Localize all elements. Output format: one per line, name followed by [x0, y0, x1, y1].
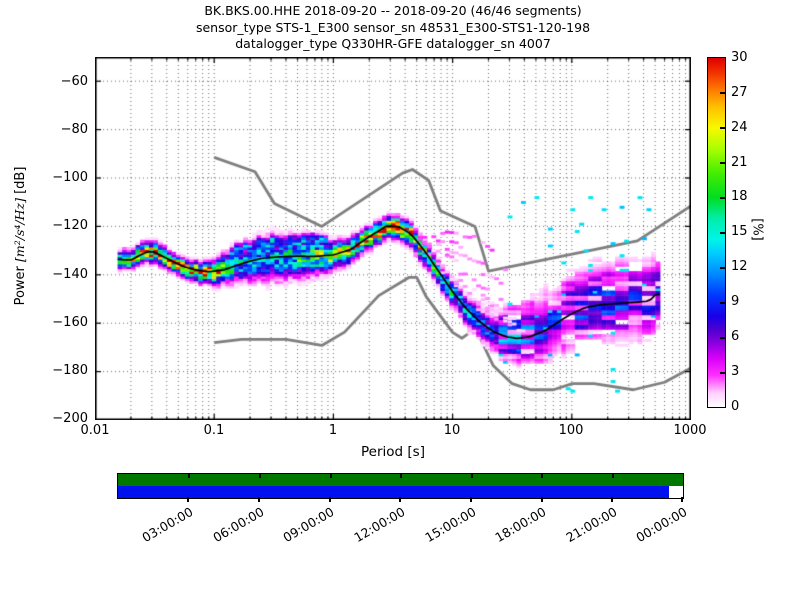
time-tick-label: 03:00:00	[139, 504, 196, 546]
plot-area	[95, 57, 691, 420]
y-tick-label: −200	[52, 411, 88, 426]
coverage-bar-tick	[400, 474, 402, 478]
colorbar-tick	[720, 337, 725, 339]
data-coverage-bar	[117, 473, 684, 499]
y-tick-label: −160	[52, 315, 88, 330]
colorbar-tick	[720, 372, 725, 374]
coverage-bar-tick	[612, 474, 614, 478]
time-axis-tick	[329, 497, 331, 502]
colorbar-tick-label: 6	[731, 329, 740, 344]
colorbar-tick	[720, 267, 725, 269]
x-tick-label: 1	[328, 423, 338, 438]
colorbar-tick	[720, 127, 725, 129]
y-axis-label-units: [m²/s⁴/Hz]	[12, 198, 27, 262]
coverage-bar-tick	[541, 474, 543, 478]
colorbar-axis-label: [%]	[749, 218, 765, 241]
colorbar-tick	[720, 232, 725, 234]
time-tick-label: 09:00:00	[280, 504, 337, 546]
time-axis-tick	[681, 497, 683, 502]
colorbar-tick-label: 9	[731, 294, 740, 309]
y-tick-label: −180	[52, 363, 88, 378]
time-tick-label: 06:00:00	[210, 504, 267, 546]
time-axis-tick	[399, 497, 401, 502]
time-tick-label: 00:00:00	[633, 504, 690, 546]
colorbar-tick-label: 3	[731, 364, 740, 379]
x-axis-label: Period [s]	[361, 444, 425, 460]
colorbar-tick-label: 24	[731, 120, 748, 135]
y-tick-label: −60	[60, 74, 88, 89]
colorbar-tick	[720, 92, 725, 94]
time-axis-tick	[611, 497, 613, 502]
colorbar-tick	[720, 162, 725, 164]
time-tick-label: 12:00:00	[351, 504, 408, 546]
y-tick-label: −140	[52, 267, 88, 282]
plot-title: BK.BKS.00.HHE 2018-09-20 -- 2018-09-20 (…	[95, 3, 691, 53]
colorbar-tick-label: 21	[731, 155, 748, 170]
coverage-bar-tick	[330, 474, 332, 478]
title-line-2: sensor_type STS-1_E300 sensor_sn 48531_E…	[195, 19, 591, 35]
colorbar-tick	[720, 302, 725, 304]
coverage-gap	[668, 486, 683, 498]
y-tick-label: −100	[52, 170, 88, 185]
title-line-1: BK.BKS.00.HHE 2018-09-20 -- 2018-09-20 (…	[204, 3, 582, 18]
y-tick-label: −120	[52, 218, 88, 233]
time-tick-label: 21:00:00	[563, 504, 620, 546]
time-tick-label: 18:00:00	[492, 504, 549, 546]
time-axis-tick	[541, 497, 543, 502]
coverage-row-data	[118, 486, 683, 498]
colorbar	[707, 57, 726, 408]
colorbar-gradient	[708, 58, 725, 407]
colorbar-tick	[720, 197, 725, 199]
colorbar-tick-label: 27	[731, 85, 748, 100]
colorbar-tick-label: 18	[731, 189, 748, 204]
colorbar-tick-label: 15	[731, 224, 748, 239]
x-tick-label: 0.01	[80, 423, 110, 438]
time-axis-tick	[470, 497, 472, 502]
y-axis-label-suffix: [dB]	[13, 166, 28, 199]
x-tick-label: 100	[558, 423, 584, 438]
colorbar-tick-label: 0	[731, 399, 740, 414]
time-axis-tick	[258, 497, 260, 502]
time-tick-label: 15:00:00	[422, 504, 479, 546]
y-axis-label-prefix: Power	[13, 261, 28, 306]
colorbar-tick-label: 12	[731, 259, 748, 274]
x-tick-label: 0.1	[203, 423, 225, 438]
x-tick-label: 1000	[673, 423, 707, 438]
ppsd-heatmap-canvas	[95, 57, 691, 420]
coverage-bar-tick	[188, 474, 190, 478]
time-axis-tick	[187, 497, 189, 502]
y-tick-label: −80	[60, 122, 88, 137]
colorbar-tick-label: 30	[731, 50, 748, 65]
x-tick-label: 10	[443, 423, 461, 438]
y-axis-label: Power [m²/s⁴/Hz] [dB]	[12, 86, 28, 386]
title-line-3: datalogger_type Q330HR-GFE datalogger_sn…	[235, 36, 551, 51]
coverage-bar-tick	[259, 474, 261, 478]
coverage-bar-tick	[471, 474, 473, 478]
